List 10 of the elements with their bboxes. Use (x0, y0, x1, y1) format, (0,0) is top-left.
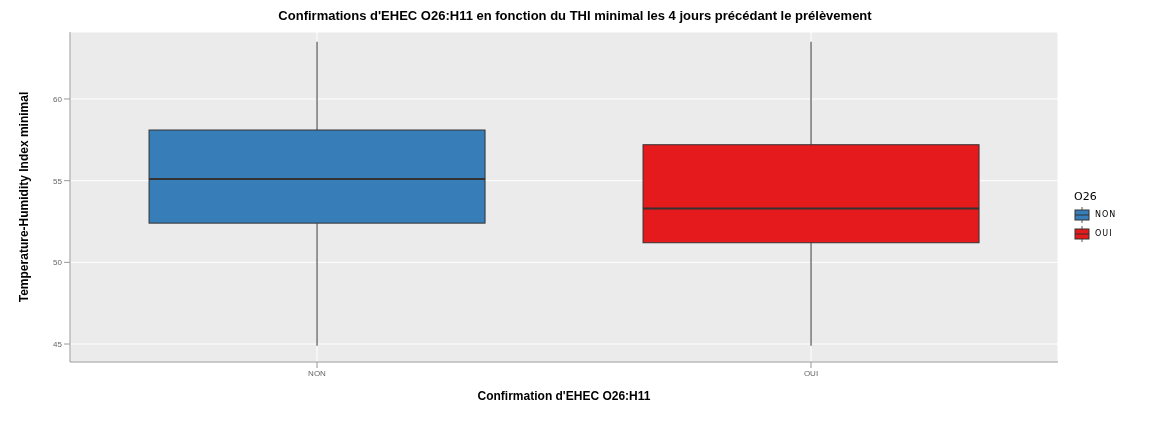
x-axis-title: Confirmation d'EHEC O26:H11 (477, 389, 651, 403)
y-tick-label: 60 (53, 94, 63, 104)
chart-title: Confirmations d'EHEC O26:H11 en fonction du THI minimal les 4 jours précédant le prélèvement (277, 8, 873, 23)
y-tick-label: 55 (53, 176, 63, 186)
legend-title: O26 (1074, 189, 1098, 203)
y-axis-title: Temperature-Humidity Index minimal (17, 91, 32, 303)
legend-label: NON (1095, 210, 1117, 219)
legend-label: OUI (1095, 229, 1113, 238)
y-tick-label: 45 (53, 339, 63, 349)
y-tick-label: 50 (53, 258, 63, 268)
